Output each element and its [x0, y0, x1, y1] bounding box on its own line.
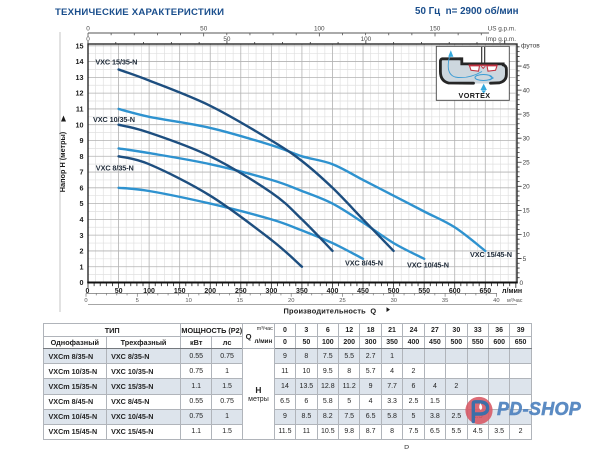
svg-text:2: 2	[80, 247, 84, 256]
svg-text:25: 25	[523, 160, 531, 167]
svg-text:футов: футов	[521, 43, 540, 50]
svg-text:45: 45	[523, 63, 531, 70]
svg-text:5: 5	[80, 199, 84, 208]
svg-text:US g.p.m.: US g.p.m.	[488, 26, 517, 33]
svg-text:15: 15	[76, 41, 84, 50]
svg-text:25: 25	[339, 298, 345, 304]
svg-text:15: 15	[523, 208, 531, 215]
svg-text:30: 30	[523, 136, 531, 143]
svg-text:13: 13	[76, 73, 84, 82]
svg-text:VORTEX: VORTEX	[459, 91, 491, 100]
svg-text:20: 20	[288, 298, 294, 304]
svg-text:35: 35	[442, 298, 448, 304]
svg-text:350: 350	[296, 288, 308, 295]
svg-text:м³/час: м³/час	[507, 298, 523, 304]
svg-text:ТЕХНИЧЕСКИЕ ХАРАКТЕРИСТИКИ: ТЕХНИЧЕСКИЕ ХАРАКТЕРИСТИКИ	[55, 7, 224, 18]
svg-text:600: 600	[449, 288, 461, 295]
svg-text:400: 400	[327, 288, 339, 295]
svg-text:0: 0	[86, 26, 90, 33]
svg-text:12: 12	[76, 89, 84, 98]
svg-text:30: 30	[391, 298, 397, 304]
svg-text:10: 10	[185, 298, 191, 304]
svg-text:50: 50	[200, 26, 208, 33]
svg-text:4: 4	[80, 215, 84, 224]
svg-text:Напор Н (метры): Напор Н (метры)	[58, 131, 67, 192]
svg-text:0: 0	[86, 288, 90, 295]
svg-text:200: 200	[204, 288, 216, 295]
svg-text:35: 35	[523, 112, 531, 119]
svg-text:6: 6	[80, 183, 84, 192]
svg-text:20: 20	[523, 184, 531, 191]
svg-text:0: 0	[84, 298, 87, 304]
svg-text:500: 500	[388, 288, 400, 295]
svg-text:VXC 10/35-N: VXC 10/35-N	[93, 115, 135, 124]
svg-text:10: 10	[523, 232, 531, 239]
svg-text:450: 450	[357, 288, 369, 295]
svg-text:15: 15	[237, 298, 243, 304]
svg-text:550: 550	[418, 288, 430, 295]
svg-text:9: 9	[80, 136, 84, 145]
svg-text:40: 40	[493, 298, 499, 304]
svg-text:VXC 8/45-N: VXC 8/45-N	[345, 258, 383, 267]
svg-text:5: 5	[523, 256, 527, 263]
svg-text:100: 100	[361, 36, 372, 43]
svg-text:5: 5	[136, 298, 139, 304]
svg-text:50: 50	[223, 36, 231, 43]
svg-text:300: 300	[266, 288, 278, 295]
svg-text:0: 0	[520, 280, 524, 287]
svg-text:650: 650	[479, 288, 491, 295]
svg-text:л/мин: л/мин	[502, 288, 522, 295]
svg-text:14: 14	[76, 57, 84, 66]
svg-text:50 Гц n= 2900 об/мин: 50 Гц n= 2900 об/мин	[415, 6, 519, 17]
svg-text:250: 250	[235, 288, 247, 295]
svg-text:7: 7	[80, 168, 84, 177]
svg-text:3: 3	[80, 231, 84, 240]
svg-text:VXC 15/35-N: VXC 15/35-N	[95, 57, 137, 66]
svg-text:VXC 10/45-N: VXC 10/45-N	[407, 260, 449, 269]
svg-text:0: 0	[86, 36, 90, 43]
svg-text:150: 150	[430, 26, 441, 33]
svg-text:10: 10	[76, 120, 84, 129]
svg-text:100: 100	[314, 26, 325, 33]
svg-text:8: 8	[80, 152, 84, 161]
svg-text:150: 150	[174, 288, 186, 295]
svg-text:Производительность Q: Производительность Q	[284, 307, 377, 316]
svg-text:100: 100	[143, 288, 155, 295]
svg-text:VXC 8/35-N: VXC 8/35-N	[96, 163, 134, 172]
svg-text:50: 50	[115, 288, 123, 295]
svg-text:1: 1	[80, 262, 84, 271]
svg-text:VXC 15/45-N: VXC 15/45-N	[470, 250, 512, 259]
svg-text:Imp g.p.m.: Imp g.p.m.	[486, 36, 516, 43]
svg-text:40: 40	[523, 87, 531, 94]
svg-text:11: 11	[76, 105, 84, 114]
svg-text:0: 0	[80, 278, 84, 287]
